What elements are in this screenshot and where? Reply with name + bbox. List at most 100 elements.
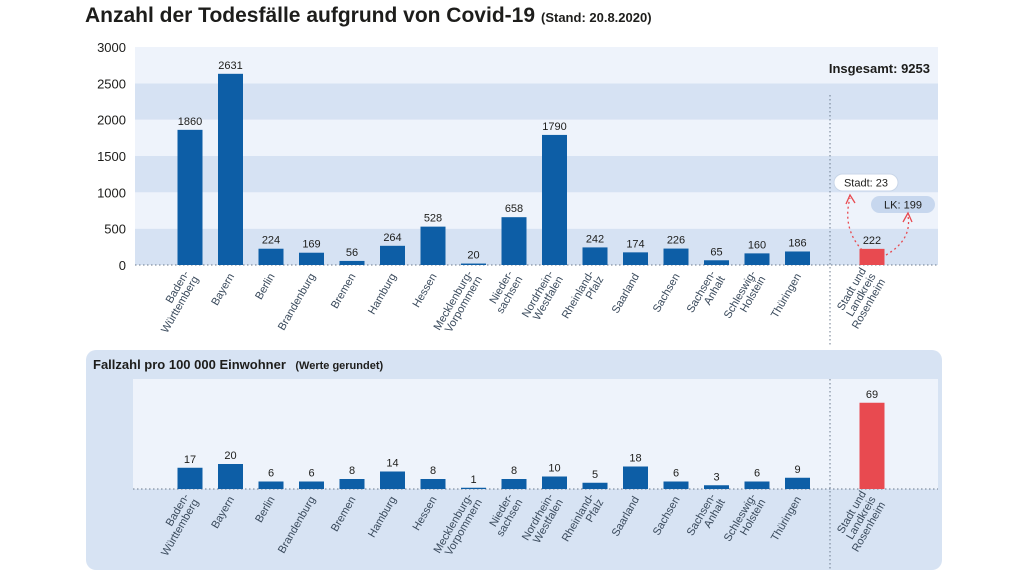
annotation-arrowhead-stadt: [845, 193, 856, 205]
bar-value-label: 8: [430, 465, 436, 477]
bar: [299, 252, 324, 265]
bar-value-label: 6: [673, 468, 679, 480]
background-band: [135, 192, 938, 229]
bar: [623, 252, 648, 265]
background-band: [135, 228, 938, 265]
y-tick-label: 500: [104, 222, 126, 237]
annotation-pill-stadt: [833, 173, 899, 192]
top-chart-y-axis: 0 500 1000 1500 2000 2500 3000: [97, 40, 126, 273]
bar-value-label: 222: [863, 235, 881, 247]
bar: [785, 251, 810, 265]
category-label: Hamburg: [366, 272, 399, 317]
bar: [177, 129, 203, 265]
bar: [299, 481, 324, 489]
y-tick-label: 3000: [97, 40, 126, 55]
y-tick-label: 2000: [97, 113, 126, 128]
bar: [582, 247, 608, 265]
y-tick-label: 1500: [97, 149, 126, 164]
bar-value-label: 226: [667, 235, 685, 247]
bar-value-label: 528: [424, 213, 442, 225]
annotation-stadt: Stadt: 23: [844, 178, 888, 190]
bar-value-label: 8: [349, 465, 355, 477]
bar-value-label: 1790: [542, 121, 566, 133]
bar: [542, 476, 567, 489]
bar-value-label: 3: [713, 471, 719, 483]
background-band: [135, 156, 938, 193]
per-capita-plot-area: [133, 379, 938, 489]
bar: [785, 477, 810, 489]
category-label-line: Saarland: [610, 272, 642, 316]
category-label: Nieder-sachsen: [485, 268, 526, 315]
bar-value-label: 1: [470, 474, 476, 486]
y-tick-label: 1000: [97, 185, 126, 200]
bar: [218, 464, 243, 489]
bar-value-label: 56: [346, 247, 358, 259]
bar-value-label: 242: [586, 233, 604, 245]
background-band: [135, 119, 938, 156]
category-label: Brandenburg: [276, 272, 318, 333]
category-label: Nieder-sachsen: [485, 491, 526, 538]
bar: [258, 481, 284, 489]
bar: [218, 73, 243, 266]
background-band: [135, 83, 938, 120]
top-chart-bars: 1860 2631 224 169 56 264 528 20 658 1790 242 174 226…: [177, 60, 885, 266]
category-label: Saarland: [610, 272, 642, 316]
bar-value-label: 658: [505, 203, 523, 215]
bar-value-label: 9: [794, 464, 800, 476]
category-label: Bremen: [329, 272, 359, 311]
rosenheim-annotations: Stadt: 23 LK: 199: [833, 173, 935, 256]
bar: [258, 248, 284, 265]
annotation-pill-lk: [871, 196, 935, 213]
category-label: Berlin: [253, 272, 277, 302]
chart-date-note: (Stand: 20.8.2020): [541, 10, 652, 25]
bar: [704, 260, 729, 265]
bar-value-label: 10: [548, 463, 560, 475]
category-label: Nordrhein-Westfalen: [520, 268, 566, 325]
category-label-line: Thüringen: [769, 272, 804, 321]
top-chart-category-labels: Baden-Württemberg Bayern BerlinBrandenburg…: [159, 266, 889, 338]
bar: [663, 481, 689, 489]
total-label: Insgesamt: 9253: [829, 61, 930, 76]
bar: [704, 485, 729, 489]
bar-value-label: 14: [386, 458, 398, 470]
bar: [339, 479, 365, 489]
per-capita-title-main: Fallzahl pro 100 000 Einwohner: [93, 357, 286, 372]
y-tick-label: 0: [119, 258, 126, 273]
bar: [582, 482, 608, 489]
bar: [339, 260, 365, 265]
category-label-line: Bremen: [329, 272, 359, 311]
category-label: Hessen: [411, 272, 440, 310]
bar: [859, 402, 885, 489]
category-label: Stadt undLandkreisRosenheim: [831, 266, 889, 332]
bar-value-label: 8: [511, 465, 517, 477]
category-label-line: Brandenburg: [276, 272, 318, 333]
annotation-arrow-lk: [885, 215, 910, 256]
bar: [542, 134, 567, 265]
bar-value-label: 160: [748, 239, 766, 251]
bar: [744, 253, 770, 265]
bar: [420, 226, 446, 265]
annotation-lk: LK: 199: [884, 200, 922, 212]
bar-value-label: 6: [308, 468, 314, 480]
bar-value-label: 264: [383, 232, 401, 244]
category-label: Rheinland-Pfalz: [560, 268, 607, 326]
bar-value-label: 17: [184, 454, 196, 466]
category-label: Thüringen: [769, 272, 804, 321]
bar: [744, 481, 770, 489]
bar-value-label: 20: [224, 450, 236, 462]
bar-value-label: 6: [268, 468, 274, 480]
bar-value-label: 174: [626, 238, 644, 250]
bar-value-label: 6: [754, 468, 760, 480]
category-label: Mecklenburg-Vorpommern: [432, 268, 485, 338]
bar: [380, 245, 405, 265]
bar: [461, 263, 486, 265]
bar: [177, 467, 203, 489]
bar: [461, 487, 486, 489]
category-label: Bayern: [209, 272, 237, 308]
category-label: Sachsen-Anhalt: [685, 268, 728, 320]
bar-value-label: 65: [710, 246, 722, 258]
bar-value-label: 69: [866, 389, 878, 401]
bar: [420, 479, 446, 489]
bar: [859, 248, 885, 265]
